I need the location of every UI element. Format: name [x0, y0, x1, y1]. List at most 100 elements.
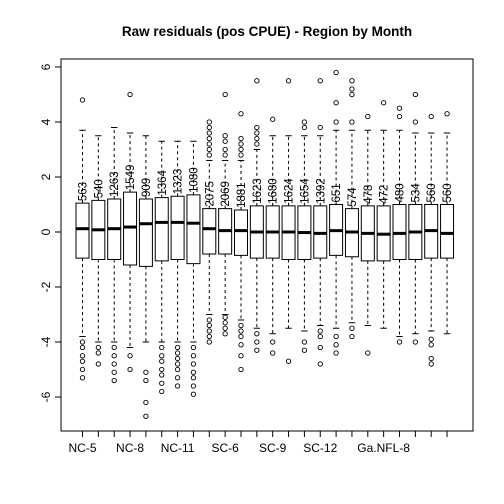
n-label: 2069 — [220, 181, 232, 207]
outlier-point — [254, 331, 260, 337]
iqr-box — [75, 202, 90, 259]
outlier-point — [206, 135, 212, 142]
n-label: 560 — [442, 183, 454, 202]
outlier-point — [349, 325, 355, 331]
outlier-point — [428, 336, 434, 342]
n-label: 1364 — [157, 169, 169, 195]
outlier-point — [190, 375, 197, 381]
outlier-point — [270, 350, 276, 356]
box-group — [440, 111, 455, 335]
outlier-point — [222, 138, 228, 144]
outlier-point — [111, 353, 117, 359]
box-group — [107, 127, 122, 384]
outlier-point — [333, 333, 339, 340]
box-group — [392, 105, 407, 345]
outlier-point — [159, 388, 165, 395]
outlier-point — [79, 358, 86, 364]
outlier-point — [428, 355, 434, 362]
outlier-point — [333, 342, 339, 348]
outlier-point — [238, 135, 244, 142]
outlier-point — [317, 124, 323, 131]
outlier-point — [270, 116, 276, 122]
y-axis: -6 -4 -2 0 2 4 6 — [39, 63, 61, 402]
n-label: 909 — [141, 178, 153, 197]
n-label: 1549 — [125, 165, 137, 191]
outlier-point — [190, 369, 197, 375]
outlier-point — [79, 353, 86, 359]
outlier-point — [95, 344, 102, 351]
iqr-box — [154, 197, 169, 262]
x-tick-label: Ga.NFL-8 — [357, 441, 410, 455]
plot-frame — [60, 58, 474, 432]
outlier-point — [301, 119, 308, 125]
n-label: 1624 — [284, 178, 296, 204]
box-group — [202, 119, 217, 345]
box-group — [234, 111, 248, 373]
boxes — [75, 69, 455, 419]
outlier-point — [190, 391, 197, 397]
outlier-point — [238, 333, 244, 340]
outlier-point — [333, 69, 339, 76]
outlier-point — [317, 344, 323, 351]
outlier-point — [222, 152, 228, 158]
outlier-point — [412, 339, 418, 345]
outlier-point — [190, 353, 197, 359]
x-tick-label: SC-9 — [259, 441, 287, 455]
outlier-point — [143, 413, 149, 419]
box-group — [329, 69, 344, 356]
outlier-point — [238, 366, 244, 373]
outlier-point — [222, 325, 228, 331]
outlier-point — [349, 333, 355, 340]
outlier-point — [111, 377, 117, 384]
outlier-point — [349, 119, 355, 125]
box-group — [344, 78, 359, 340]
outlier-point — [143, 369, 149, 375]
n-label: 574 — [347, 187, 359, 207]
outlier-point — [206, 130, 212, 136]
outlier-point — [285, 78, 292, 84]
iqr-box — [186, 194, 201, 265]
box-group — [313, 78, 328, 367]
n-label: 478 — [363, 185, 375, 204]
outlier-point — [333, 100, 339, 106]
outlier-point — [143, 377, 149, 384]
outlier-point — [428, 113, 434, 120]
box-group — [218, 91, 233, 337]
outlier-point — [79, 366, 86, 373]
y-tick-label: -2 — [39, 281, 53, 292]
outlier-point — [79, 97, 86, 103]
outlier-point — [127, 353, 133, 359]
iqr-box — [202, 208, 217, 255]
outlier-point — [159, 344, 165, 351]
outlier-point — [206, 146, 212, 153]
outlier-point — [365, 113, 371, 120]
outlier-point — [238, 111, 244, 117]
n-label: 651 — [331, 183, 343, 202]
outlier-point — [206, 328, 212, 334]
outlier-point — [206, 317, 212, 323]
x-axis: NC-5 NC-8 NC-11 SC-6 SC-9 SC-12 Ga.NFL-8 — [68, 431, 448, 455]
outlier-point — [222, 320, 228, 326]
outlier-point — [254, 78, 260, 84]
box-group — [281, 78, 296, 364]
outlier-point — [190, 383, 197, 389]
outlier-point — [301, 347, 308, 353]
n-label: 1080 — [188, 167, 200, 193]
outlier-point — [333, 119, 339, 125]
x-tick-label: SC-12 — [303, 441, 337, 455]
y-tick-label: -4 — [39, 336, 53, 347]
x-tick-label: NC-5 — [68, 441, 96, 455]
outlier-point — [111, 369, 117, 375]
outlier-point — [206, 339, 212, 345]
box-group — [408, 91, 423, 345]
outlier-point — [111, 361, 117, 367]
outlier-point — [190, 361, 197, 367]
outlier-point — [444, 111, 450, 117]
box-group — [249, 78, 264, 353]
outlier-point — [254, 347, 260, 353]
outlier-point — [349, 91, 355, 98]
outlier-point — [238, 152, 244, 158]
chart-title: Raw residuals (pos CPUE) - Region by Mon… — [122, 24, 412, 39]
outlier-point — [428, 361, 434, 367]
